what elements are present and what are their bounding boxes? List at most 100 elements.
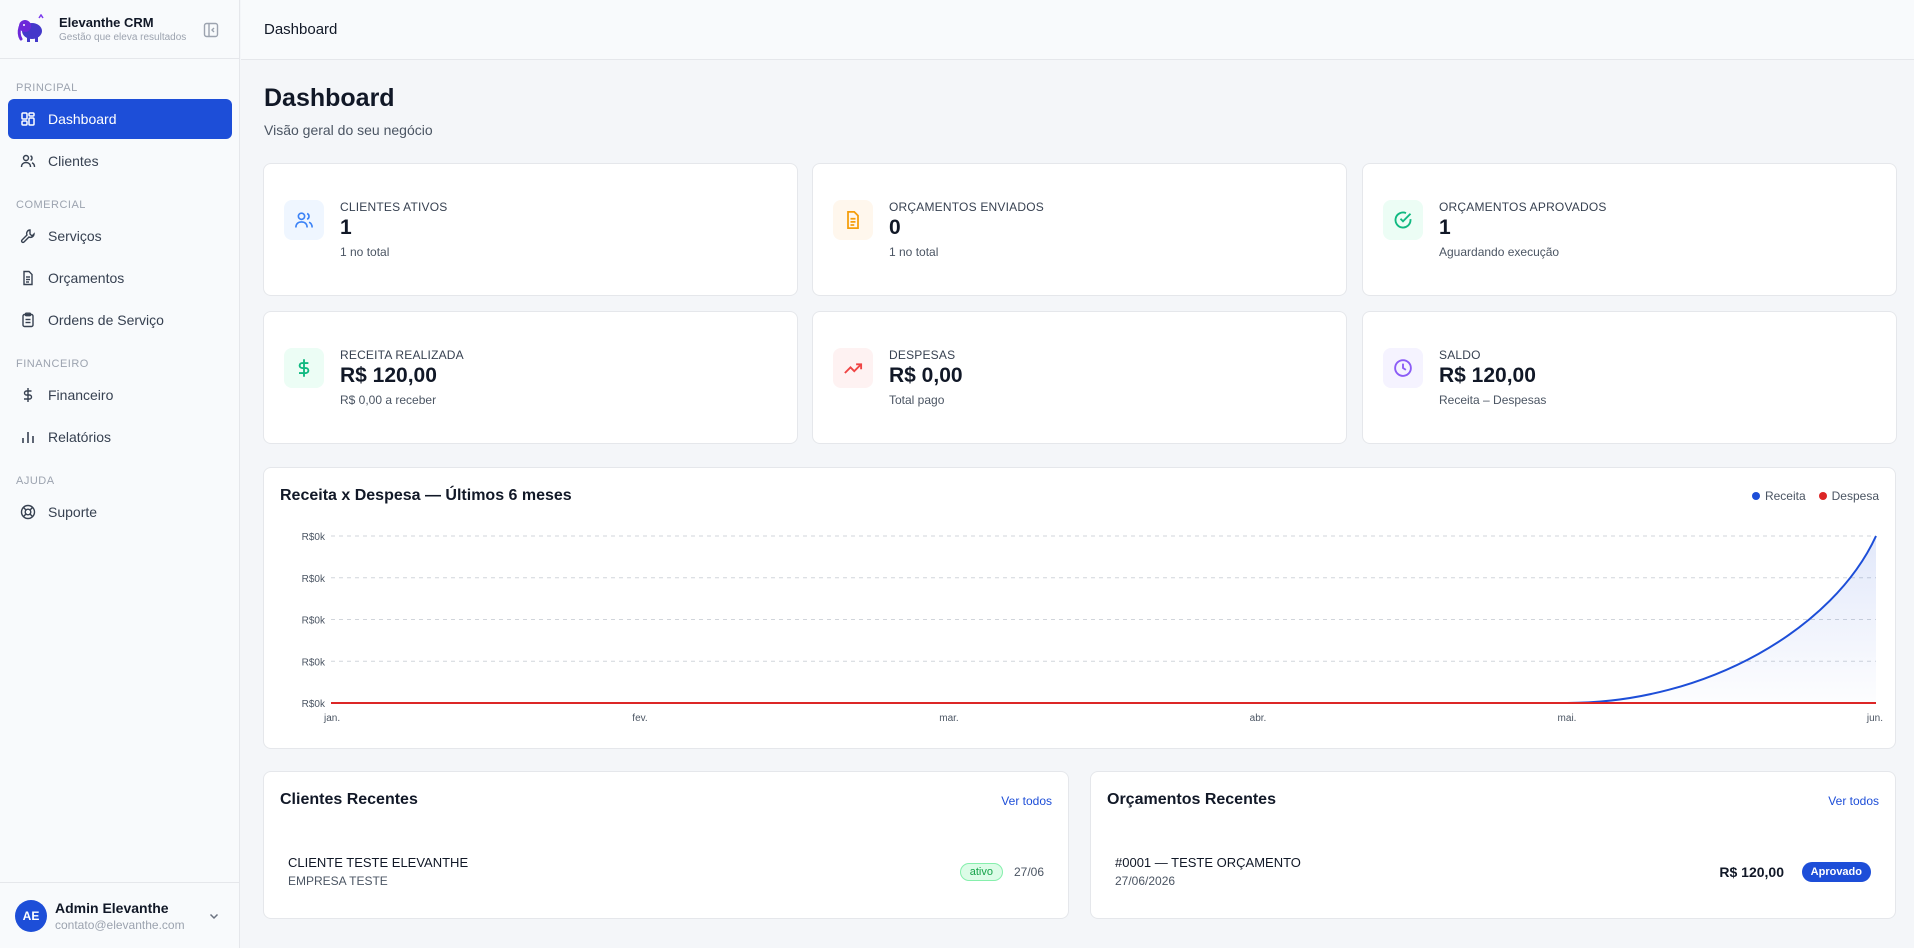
stat-label: ORÇAMENTOS ENVIADOS	[889, 200, 1044, 214]
see-all-clients-link[interactable]: Ver todos	[1001, 794, 1052, 808]
quote-date: 27/06/2026	[1115, 874, 1176, 888]
brand-tagline: Gestão que eleva resultados	[59, 32, 187, 43]
series-area-receita	[331, 536, 1876, 703]
stat-value: R$ 120,00	[1439, 364, 1536, 387]
stat-label: RECEITA REALIZADA	[340, 348, 464, 362]
x-tick-label: abr.	[1250, 713, 1267, 724]
chart-title: Receita x Despesa — Últimos 6 meses	[280, 487, 572, 504]
sidebar: Elevanthe CRM Gestão que eleva resultado…	[0, 0, 240, 948]
stat-icon-box	[833, 348, 873, 388]
stat-note: Aguardando execução	[1439, 245, 1560, 259]
y-tick-label: R$0k	[302, 657, 326, 668]
sidebar-item-clientes[interactable]: Clientes	[8, 141, 232, 181]
avatar: AE	[15, 899, 47, 932]
legend-item-receita: Receita	[1751, 489, 1806, 503]
client-date: 27/06	[1013, 865, 1044, 879]
stat-card-saldo: SALDO R$ 120,00 Receita – Despesas	[1362, 311, 1897, 444]
page-title: Dashboard	[264, 84, 395, 112]
stat-icon-box	[1383, 348, 1423, 388]
sidebar-item-label: Relatórios	[48, 429, 112, 445]
stat-card-clientes-ativos: CLIENTES ATIVOS 1 1 no total	[263, 163, 798, 296]
recent-quotes-title: Orçamentos Recentes	[1107, 791, 1276, 808]
stat-label: CLIENTES ATIVOS	[340, 200, 448, 214]
sidebar-item-label: Orçamentos	[48, 270, 125, 286]
stat-label: DESPESAS	[889, 348, 956, 362]
stat-value: 1	[1439, 216, 1451, 239]
stat-card-despesas: DESPESAS R$ 0,00 Total pago	[812, 311, 1347, 444]
x-tick-label: jun.	[1866, 713, 1883, 724]
brand-header: Elevanthe CRM Gestão que eleva resultado…	[0, 0, 239, 59]
sidebar-item-label: Ordens de Serviço	[48, 312, 164, 328]
stat-value: R$ 0,00	[889, 364, 963, 387]
user-menu[interactable]: AE Admin Elevanthe contato@elevanthe.com	[0, 882, 239, 948]
check-circle-icon	[1394, 211, 1412, 229]
sidebar-item-financeiro[interactable]: Financeiro	[8, 375, 232, 415]
sidebar-item-label: Suporte	[48, 504, 98, 520]
x-tick-label: mai.	[1558, 713, 1577, 724]
chevron-down-icon[interactable]	[207, 909, 221, 923]
stat-note: R$ 0,00 a receber	[340, 393, 437, 407]
stat-icon-box	[833, 200, 873, 240]
status-badge: ativo	[959, 863, 1003, 881]
sidebar-collapse-icon[interactable]	[203, 22, 219, 38]
recent-quotes-card: Orçamentos Recentes Ver todos #0001 — TE…	[1090, 771, 1896, 919]
wrench-icon	[20, 229, 35, 244]
page-subtitle: Visão geral do seu negócio	[264, 122, 433, 138]
stat-note: 1 no total	[340, 245, 390, 259]
sidebar-item-label: Dashboard	[48, 111, 117, 127]
sidebar-item-label: Financeiro	[48, 387, 114, 403]
x-tick-label: mar.	[939, 713, 958, 724]
receita-despesa-chart: R$0k R$0k R$0k R$0k R$0k jan. fev. mar. abr. mai.…	[302, 532, 1883, 724]
see-all-quotes-link[interactable]: Ver todos	[1828, 794, 1879, 808]
legend-label: Receita	[1764, 489, 1806, 503]
stat-card-orcamentos-aprovados: ORÇAMENTOS APROVADOS 1 Aguardando execuç…	[1362, 163, 1897, 296]
brand-name: Elevanthe CRM	[59, 15, 154, 30]
users-icon	[295, 212, 313, 228]
breadcrumb: Dashboard	[264, 21, 338, 38]
sidebar-item-label: Serviços	[48, 228, 102, 244]
recent-clients-title: Clientes Recentes	[280, 791, 418, 808]
sidebar-item-label: Clientes	[48, 153, 99, 169]
stat-label: ORÇAMENTOS APROVADOS	[1439, 200, 1607, 214]
section-title: AJUDA	[16, 475, 55, 487]
user-name: Admin Elevanthe	[55, 899, 169, 916]
legend-item-despesa: Despesa	[1818, 489, 1879, 503]
client-company: EMPRESA TESTE	[288, 874, 388, 888]
users-icon	[20, 154, 36, 168]
grid-icon	[21, 112, 35, 126]
stat-card-receita-realizada: RECEITA REALIZADA R$ 120,00 R$ 0,00 a re…	[263, 311, 798, 444]
section-title: FINANCEIRO	[16, 358, 89, 370]
stat-icon-box	[1383, 200, 1423, 240]
sidebar-item-dashboard[interactable]: Dashboard	[8, 99, 232, 139]
stat-value: R$ 120,00	[340, 364, 437, 387]
chart-card: Receita x Despesa — Últimos 6 meses Rece…	[263, 467, 1896, 749]
x-tick-label: fev.	[632, 713, 647, 724]
legend-dot	[1751, 492, 1760, 500]
stat-label: SALDO	[1439, 348, 1481, 362]
section-title: COMERCIAL	[16, 199, 86, 211]
stat-card-orcamentos-enviados: ORÇAMENTOS ENVIADOS 0 1 no total	[812, 163, 1347, 296]
sidebar-item-ordens-de-servico[interactable]: Ordens de Serviço	[8, 300, 232, 340]
y-tick-label: R$0k	[302, 574, 326, 585]
bar-chart-icon	[22, 432, 34, 443]
chart-legend: Receita Despesa	[1739, 489, 1879, 503]
stat-value: 0	[889, 216, 901, 239]
quote-title: #0001 — TESTE ORÇAMENTO	[1115, 855, 1301, 870]
sidebar-item-servicos[interactable]: Serviços	[8, 216, 232, 256]
clock-icon	[1394, 359, 1412, 377]
trending-up-icon	[844, 363, 863, 374]
document-icon	[847, 211, 859, 229]
stat-icon-box	[284, 200, 324, 240]
y-tick-label: R$0k	[302, 699, 326, 710]
stat-value: 1	[340, 216, 352, 239]
y-tick-label: R$0k	[302, 532, 326, 543]
sidebar-item-suporte[interactable]: Suporte	[8, 492, 232, 532]
section-title: PRINCIPAL	[16, 82, 78, 94]
client-name: CLIENTE TESTE ELEVANTHE	[288, 855, 469, 870]
sidebar-item-relatorios[interactable]: Relatórios	[8, 417, 232, 457]
y-tick-label: R$0k	[302, 616, 326, 627]
dollar-icon	[298, 359, 310, 377]
stat-icon-box	[284, 348, 324, 388]
user-email: contato@elevanthe.com	[55, 917, 185, 932]
sidebar-item-orcamentos[interactable]: Orçamentos	[8, 258, 232, 298]
